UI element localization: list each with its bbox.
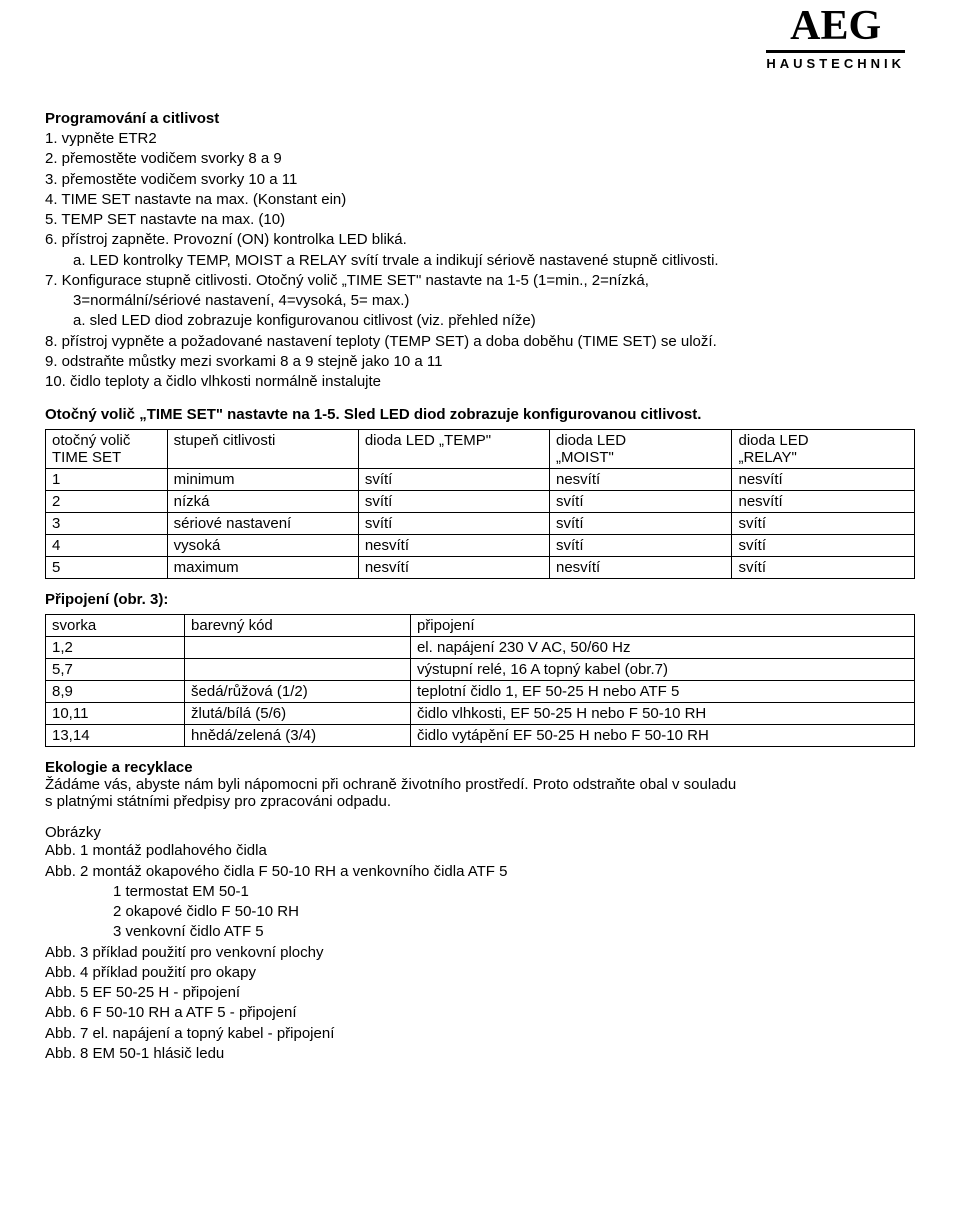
table-row: 2nízkásvítísvítínesvítí bbox=[46, 491, 915, 513]
brand-logo: AEG HAUSTECHNIK bbox=[766, 8, 905, 71]
eco-text: s platnými státními předpisy pro zpracov… bbox=[45, 793, 915, 810]
prog-item: 8. přístroj vypněte a požadované nastave… bbox=[45, 332, 915, 352]
prog-subitem: a. LED kontrolky TEMP, MOIST a RELAY sví… bbox=[45, 251, 915, 271]
fig-item: Abb. 4 příklad použití pro okapy bbox=[45, 963, 915, 983]
table-row: 5,7výstupní relé, 16 A topný kabel (obr.… bbox=[46, 659, 915, 681]
prog-item: 2. přemostěte vodičem svorky 8 a 9 bbox=[45, 149, 915, 169]
prog-item: 6. přístroj zapněte. Provozní (ON) kontr… bbox=[45, 230, 915, 250]
table-row: 3sériové nastavenísvítísvítísvítí bbox=[46, 513, 915, 535]
table-row: 1minimumsvítínesvítínesvítí bbox=[46, 469, 915, 491]
th-moist: dioda LED„MOIST" bbox=[550, 430, 732, 469]
fig-item: Abb. 8 EM 50-1 hlásič ledu bbox=[45, 1044, 915, 1064]
table-header-row: svorka barevný kód připojení bbox=[46, 615, 915, 637]
prog-item: 1. vypněte ETR2 bbox=[45, 129, 915, 149]
fig-item: Abb. 3 příklad použití pro venkovní ploc… bbox=[45, 943, 915, 963]
prog-item: 10. čidlo teploty a čidlo vlhkosti normá… bbox=[45, 372, 915, 392]
th-level: stupeň citlivosti bbox=[167, 430, 358, 469]
th-connection: připojení bbox=[410, 615, 914, 637]
eco-title: Ekologie a recyklace bbox=[45, 759, 915, 776]
th-timeset: otočný voličTIME SET bbox=[46, 430, 168, 469]
prog-list: 1. vypněte ETR2 2. přemostěte vodičem sv… bbox=[45, 129, 915, 392]
fig-item: Abb. 6 F 50-10 RH a ATF 5 - připojení bbox=[45, 1003, 915, 1023]
connection-title: Připojení (obr. 3): bbox=[45, 591, 915, 608]
fig-subitem: 3 venkovní čidlo ATF 5 bbox=[45, 922, 915, 942]
prog-item-cont: 3=normální/sériové nastavení, 4=vysoká, … bbox=[45, 291, 915, 311]
prog-item: 4. TIME SET nastavte na max. (Konstant e… bbox=[45, 190, 915, 210]
prog-item: 3. přemostěte vodičem svorky 10 a 11 bbox=[45, 170, 915, 190]
timeset-heading: Otočný volič „TIME SET" nastavte na 1-5.… bbox=[45, 406, 915, 423]
logo-sub: HAUSTECHNIK bbox=[766, 56, 905, 71]
th-colorcode: barevný kód bbox=[185, 615, 411, 637]
th-temp: dioda LED „TEMP" bbox=[358, 430, 549, 469]
fig-subitem: 1 termostat EM 50-1 bbox=[45, 882, 915, 902]
eco-text: Žádáme vás, abyste nám byli nápomocni př… bbox=[45, 776, 915, 793]
prog-subitem: a. sled LED diod zobrazuje konfigurovano… bbox=[45, 311, 915, 331]
figures-title: Obrázky bbox=[45, 824, 915, 841]
prog-item: 5. TEMP SET nastavte na max. (10) bbox=[45, 210, 915, 230]
table-row: 8,9šedá/růžová (1/2)teplotní čidlo 1, EF… bbox=[46, 681, 915, 703]
figures-block: Obrázky Abb. 1 montáž podlahového čidla … bbox=[45, 824, 915, 1064]
sensitivity-table: otočný voličTIME SET stupeň citlivosti d… bbox=[45, 429, 915, 579]
table-header-row: otočný voličTIME SET stupeň citlivosti d… bbox=[46, 430, 915, 469]
fig-item: Abb. 2 montáž okapového čidla F 50-10 RH… bbox=[45, 862, 915, 882]
table-row: 5maximumnesvítínesvítísvítí bbox=[46, 557, 915, 579]
fig-subitem: 2 okapové čidlo F 50-10 RH bbox=[45, 902, 915, 922]
prog-item: 9. odstraňte můstky mezi svorkami 8 a 9 … bbox=[45, 352, 915, 372]
th-terminal: svorka bbox=[46, 615, 185, 637]
prog-title: Programování a citlivost bbox=[45, 110, 915, 127]
logo-main: AEG bbox=[766, 8, 905, 53]
connection-table: svorka barevný kód připojení 1,2el. napá… bbox=[45, 614, 915, 747]
table-row: 10,11žlutá/bílá (5/6)čidlo vlhkosti, EF … bbox=[46, 703, 915, 725]
fig-item: Abb. 1 montáž podlahového čidla bbox=[45, 841, 915, 861]
prog-item: 7. Konfigurace stupně citlivosti. Otočný… bbox=[45, 271, 915, 291]
fig-item: Abb. 5 EF 50-25 H - připojení bbox=[45, 983, 915, 1003]
th-relay: dioda LED„RELAY" bbox=[732, 430, 915, 469]
table-row: 13,14hnědá/zelená (3/4)čidlo vytápění EF… bbox=[46, 725, 915, 747]
fig-item: Abb. 7 el. napájení a topný kabel - přip… bbox=[45, 1024, 915, 1044]
table-row: 1,2el. napájení 230 V AC, 50/60 Hz bbox=[46, 637, 915, 659]
table-row: 4vysokánesvítísvítísvítí bbox=[46, 535, 915, 557]
